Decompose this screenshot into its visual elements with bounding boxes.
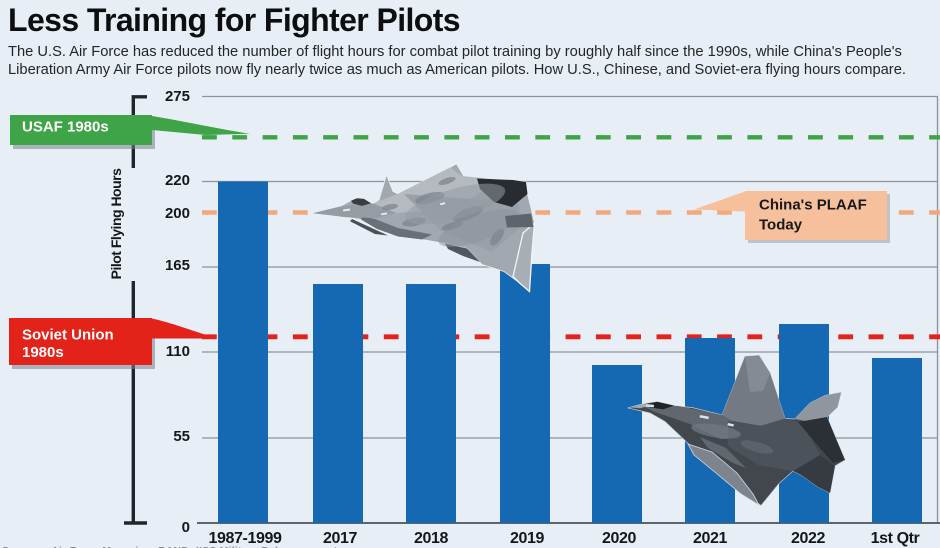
svg-text:Pilot Flying Hours: Pilot Flying Hours [108, 168, 124, 279]
svg-text:Today: Today [759, 217, 803, 234]
svg-text:1980s: 1980s [22, 344, 64, 361]
svg-text:USAF 1980s: USAF 1980s [22, 119, 109, 136]
svg-text:Soviet Union: Soviet Union [22, 327, 114, 344]
svg-text:China's PLAAF: China's PLAAF [759, 197, 867, 214]
